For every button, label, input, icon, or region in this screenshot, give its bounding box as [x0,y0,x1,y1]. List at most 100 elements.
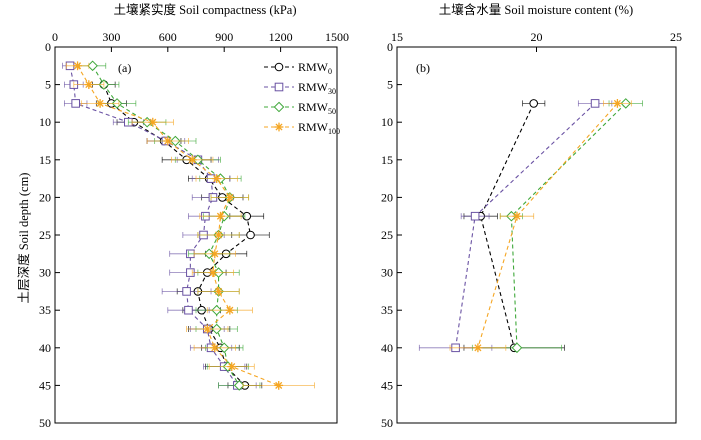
b-x-tick-label-1: 20 [531,30,543,44]
a-point-RMW100-14-d2 [203,325,211,333]
a-point-RMW100-1-d2 [85,81,93,89]
a-point-RMW100-9 [214,230,223,240]
legend: RMW0 RMW30 RMW50 RMW100 [264,60,340,136]
b-line-RMW100 [477,103,618,348]
a-point-RMW100-3-d2 [149,118,157,126]
panel-b-series [418,98,643,354]
legend-marker-RMW50 [273,101,285,113]
panel-b-ticks: 15 20 25 0 5 10 15 20 25 30 35 40 45 50 [381,30,682,430]
b-point-RMW50-2 [511,342,523,354]
a-series-RMW100 [65,61,315,390]
a-y-tick-label-5: 25 [39,228,51,242]
a-point-RMW0-8 [246,230,255,240]
panel-a: 土壤紧实度 Soil compactness (kPa) 土层深度 Soil d… [16,2,349,430]
a-x-tick-label-5: 1500 [325,30,349,44]
panel-b-title: 土壤含水量 Soil moisture content (%) [439,2,633,17]
panel-a-title: 土壤紧实度 Soil compactness (kPa) [114,2,297,17]
panel-b: 土壤含水量 Soil moisture content (%) 15 20 25 0 5… [381,2,682,430]
a-point-RMW100-4 [163,136,173,146]
a-point-RMW100-0 [73,61,82,71]
a-point-RMW100-5-d2 [188,156,196,164]
a-point-RMW100-7-d2 [226,193,234,201]
a-line-RMW50 [92,65,240,386]
b-series-RMW0 [463,99,565,353]
a-x-tick-label-4: 1200 [269,30,293,44]
b-y-tick-label-1: 5 [387,78,393,92]
a-point-RMW100-14 [202,324,212,334]
a-x-tick-label-1: 300 [102,30,120,44]
a-point-RMW100-17-d2 [275,381,283,389]
a-y-tick-label-6: 30 [39,266,51,280]
b-y-tick-label-9: 45 [381,378,393,392]
a-point-RMW50-17 [233,380,245,391]
a-point-RMW50-0 [87,60,98,72]
b-point-RMW100-0-d2 [613,99,621,107]
a-y-tick-label-9: 45 [39,378,51,392]
b-y-tick-label-6: 30 [381,266,393,280]
a-y-tick-label-4: 20 [39,190,51,204]
b-y-tick-label-10: 50 [381,416,393,430]
legend-label-RMW100: RMW100 [298,120,340,136]
legend-marker-RMW100 [274,122,284,132]
a-point-RMW100-9-d2 [215,231,223,239]
a-y-tick-label-1: 5 [45,78,51,92]
a-point-RMW30-12 [182,287,191,296]
a-point-RMW100-17 [274,381,284,390]
a-point-RMW100-3 [148,117,158,127]
a-series-RMW50 [79,60,261,391]
a-point-RMW100-8-d2 [216,212,224,220]
b-series-RMW100 [449,99,632,353]
a-point-RMW100-7 [225,193,235,202]
a-point-RMW100-10 [210,249,220,259]
y-axis-label: 土层深度 Soil depth (cm) [16,173,31,304]
a-y-tick-label-8: 40 [39,341,51,355]
a-point-RMW30-2 [71,99,80,108]
b-line-RMW30 [455,102,596,348]
b-y-tick-label-7: 35 [381,303,393,317]
a-point-RMW100-12-d2 [215,287,223,295]
a-point-RMW100-16 [227,362,237,371]
b-point-RMW100-2 [473,343,483,353]
b-point-RMW30-0 [590,99,600,108]
a-series-RMW30 [62,61,257,390]
a-y-tick-label-7: 35 [39,303,51,317]
b-x-tick-label-0: 15 [391,30,403,44]
a-point-RMW100-11-d2 [209,269,217,277]
panel-a-series [62,60,315,391]
b-x-tick-label-2: 25 [670,30,682,44]
b-y-tick-label-3: 15 [381,153,393,167]
a-point-RMW100-11 [208,268,218,277]
b-y-tick-label-2: 10 [381,115,393,129]
a-point-RMW100-0-d2 [74,62,82,70]
a-point-RMW30-13 [184,305,193,315]
a-series-RMW0 [92,80,270,390]
a-point-RMW100-6 [212,174,222,183]
a-x-tick-label-2: 600 [159,30,177,44]
a-point-RMW100-2-d2 [96,99,104,107]
a-point-RMW100-8 [216,211,225,221]
a-point-RMW100-1 [84,80,94,89]
b-line-RMW0 [480,103,535,348]
b-point-RMW100-1-d2 [513,212,521,220]
b-y-tick-label-4: 20 [381,190,393,204]
legend-marker-RMW100-d2 [275,123,283,131]
a-x-tick-label-3: 900 [215,30,233,44]
b-point-RMW30-1 [470,211,480,221]
b-line-RMW50 [510,103,627,348]
b-y-tick-label-8: 40 [381,341,393,355]
a-point-RMW100-13 [225,305,235,315]
a-y-tick-label-2: 10 [39,115,51,129]
legend-label-RMW30: RMW30 [298,80,336,96]
a-point-RMW100-6-d2 [213,175,221,183]
a-y-tick-label-3: 15 [39,153,51,167]
a-line-RMW100 [77,65,279,386]
legend-label-RMW50: RMW50 [298,100,336,116]
b-point-RMW100-1 [512,211,522,221]
a-point-RMW100-10-d2 [211,250,219,258]
a-point-RMW100-2 [95,99,105,108]
b-point-RMW100-2-d2 [474,344,482,352]
b-point-RMW100-0 [613,99,622,108]
panel-a-ticks: 0 300 600 900 1200 1500 0 5 10 15 20 25 30 35 40 45 50 [39,30,349,430]
a-y-tick-label-0: 0 [45,40,51,54]
